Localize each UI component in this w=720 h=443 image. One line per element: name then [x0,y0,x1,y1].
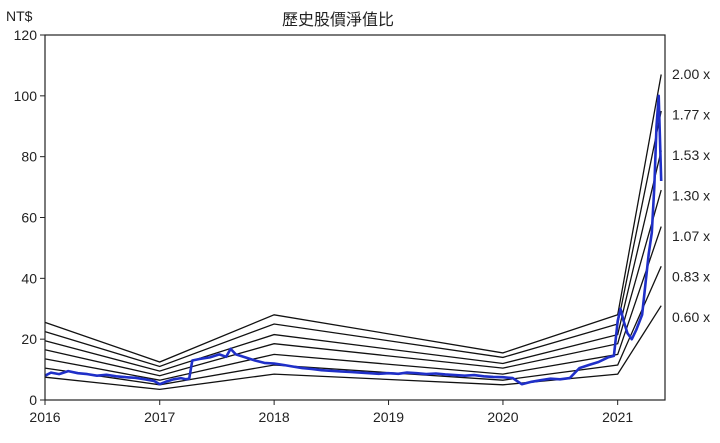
band-label: 0.60 x [672,309,710,325]
band-line [44,305,662,391]
y-tick-label: 20 [21,331,37,347]
band-label: 2.00 x [672,66,710,82]
band-label: 1.07 x [672,228,710,244]
x-tick-label: 2017 [144,409,175,425]
y-axis-unit: NT$ [6,8,33,24]
x-tick-label: 2019 [373,409,404,425]
x-tick-label: 2020 [487,409,518,425]
axis-ticks: 0 20 40 60 80 100 120 2016 2017 2018 2019 2020 2021 [14,27,634,425]
x-tick-label: 2016 [29,409,60,425]
band-labels: 2.00 x 1.77 x 1.53 x 1.30 x 1.07 x 0.83 x 0.60… [672,66,710,325]
band-line [44,150,662,372]
y-tick-label: 100 [14,88,38,104]
y-tick-label: 80 [21,149,37,165]
x-tick-label: 2018 [259,409,290,425]
band-lines [44,74,662,391]
price-line [44,94,663,386]
band-line [44,265,662,386]
band-label: 0.83 x [672,269,710,285]
chart-title: 歷史股價淨值比 [282,11,394,29]
y-tick-label: 40 [21,270,37,286]
plot-frame [44,34,666,401]
x-tick-label: 2021 [602,409,633,425]
band-line [44,110,662,368]
band-line [44,226,662,381]
y-tick-label: 120 [14,27,38,43]
y-tick-label: 60 [21,210,37,226]
band-label: 1.30 x [672,188,710,204]
band-line [44,74,662,363]
band-label: 1.53 x [672,147,710,163]
price-series [44,94,663,386]
band-label: 1.77 x [672,107,710,123]
y-tick-label: 0 [29,392,37,408]
band-line [44,189,662,377]
